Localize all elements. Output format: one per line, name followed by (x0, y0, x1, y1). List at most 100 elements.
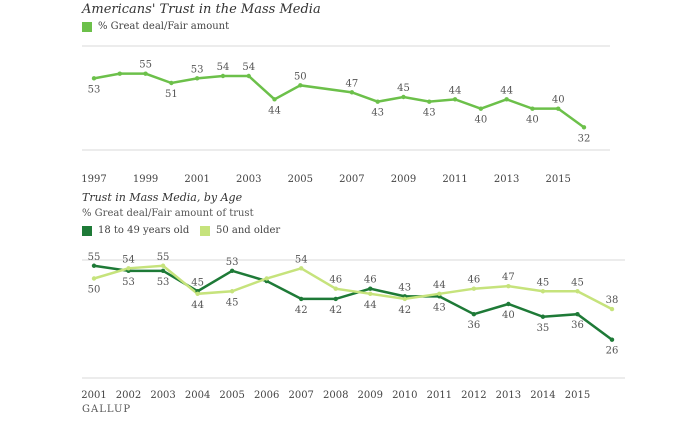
chart2-data-label: 47 (502, 272, 515, 283)
chart1-data-point (556, 106, 561, 111)
chart1-data-label: 44 (449, 85, 462, 96)
chart2-legend-label-2: 50 and older (216, 225, 281, 236)
chart1-x-tick-label: 2015 (545, 174, 570, 185)
chart1-data-label: 55 (139, 60, 152, 71)
chart2-data-point (609, 337, 615, 342)
chart1-data-label: 53 (191, 64, 204, 75)
chart2-series-line (93, 264, 613, 341)
chart2-data-point (437, 291, 442, 296)
chart1-x-tick-label: 1999 (133, 174, 158, 185)
chart2-data-point (575, 289, 580, 294)
chart1-data-label: 43 (371, 108, 384, 119)
chart2-data-point (333, 296, 338, 302)
chart1-data-label: 32 (578, 133, 591, 144)
chart2-data-label: 53 (157, 277, 170, 288)
chart1-data-label: 43 (423, 108, 436, 119)
chart1-data-label: 51 (165, 89, 178, 100)
chart2-data-label: 35 (537, 323, 550, 334)
chart1-data-label: 40 (474, 115, 487, 126)
chart2-x-tick-label: 2003 (150, 390, 175, 401)
chart2-data-point (575, 312, 580, 317)
chart2-data-label: 42 (329, 305, 342, 316)
chart2-data-label: 46 (467, 275, 480, 286)
chart2-data-point (91, 263, 97, 268)
chart2-data-point (506, 301, 511, 307)
chart2-data-label: 44 (364, 300, 377, 311)
chart2-data-label: 55 (157, 252, 170, 263)
chart1-data-label: 40 (526, 115, 539, 126)
chart2-data-label: 45 (191, 277, 204, 288)
chart2-data-label: 45 (571, 277, 584, 288)
chart2-data-label: 54 (295, 254, 308, 265)
chart1-title: Americans' Trust in the Mass Media (82, 2, 321, 17)
chart1-x-tick-label: 2003 (236, 174, 261, 185)
chart2-data-label: 50 (88, 285, 101, 296)
chart2-x-tick-label: 2001 (81, 390, 106, 401)
chart1-data-label: 40 (552, 95, 565, 106)
chart2-data-label: 40 (502, 310, 515, 321)
chart1-data-label: 54 (217, 62, 230, 73)
chart2-data-point (91, 276, 97, 281)
chart1-data-point (91, 76, 97, 81)
chart1-data-label: 53 (88, 84, 101, 95)
chart1-data-point (401, 94, 406, 100)
chart1-data-point (478, 106, 484, 111)
chart2-data-label: 42 (295, 305, 308, 316)
chart2-data-label: 36 (571, 320, 584, 331)
chart1-data-point (375, 99, 380, 104)
chart2-legend-label-1: 18 to 49 years old (98, 225, 190, 236)
chart2-data-label: 43 (433, 302, 446, 313)
chart1-data-label: 45 (397, 83, 410, 94)
chart1-x-tick-label: 2007 (339, 174, 364, 185)
chart1-data-point (504, 97, 509, 102)
chart2-data-point (368, 291, 373, 296)
chart2-legend-swatch-1 (82, 225, 92, 236)
chart2-data-label: 55 (88, 252, 101, 263)
chart2-data-point (333, 286, 338, 291)
chart2-data-label: 53 (122, 277, 135, 288)
chart2-x-tick-label: 2012 (461, 390, 486, 401)
chart2-data-point (160, 263, 166, 268)
chart1-legend: % Great deal/Fair amount (82, 21, 229, 32)
chart2-data-label: 44 (191, 300, 204, 311)
chart2-data-label: 36 (467, 320, 480, 331)
chart1-data-point (581, 125, 587, 130)
chart2-data-label: 38 (606, 295, 619, 306)
chart1-data-label: 54 (242, 62, 255, 73)
chart2-subtitle: % Great deal/Fair amount of trust (82, 208, 254, 219)
chart1-legend-swatch (82, 21, 92, 32)
chart2-legend-series1: 18 to 49 years old (82, 225, 189, 236)
chart2-data-point (126, 266, 131, 271)
chart1-data-point (427, 99, 432, 104)
chart2-data-point (506, 283, 511, 289)
chart1-data-point (117, 71, 122, 76)
chart2-x-tick-label: 2005 (219, 390, 244, 401)
chart2-legend-swatch-2 (200, 225, 210, 236)
chart2-data-point (299, 266, 304, 271)
chart2-x-tick-label: 2013 (496, 390, 521, 401)
chart2-data-point (609, 306, 615, 312)
chart2-data-point (540, 314, 546, 319)
chart1-data-point (169, 80, 174, 86)
chart2-data-point (402, 296, 407, 302)
chart2-legend-series2: 50 and older (200, 225, 280, 236)
chart1-x-tick-label: 2013 (494, 174, 519, 185)
chart2-data-point (471, 312, 477, 317)
gallup-logo-text: GALLUP (82, 404, 132, 415)
chart2-x-tick-label: 2007 (288, 390, 313, 401)
chart2-data-point (471, 286, 477, 291)
chart1-x-tick-label: 2011 (442, 174, 467, 185)
chart2-title: Trust in Mass Media, by Age (82, 191, 243, 204)
chart2-data-point (368, 286, 373, 291)
chart2-data-label: 45 (226, 297, 239, 308)
chart2-data-label: 54 (122, 254, 135, 265)
chart2-data-label: 46 (364, 275, 377, 286)
chart1-data-point (298, 83, 303, 88)
chart2-data-point (160, 268, 166, 274)
chart2-x-tick-label: 2002 (116, 390, 141, 401)
chart2-data-point (540, 289, 546, 294)
chart2-data-label: 53 (226, 257, 239, 268)
chart1-data-point (452, 97, 458, 102)
chart2-data-label: 26 (606, 346, 619, 357)
